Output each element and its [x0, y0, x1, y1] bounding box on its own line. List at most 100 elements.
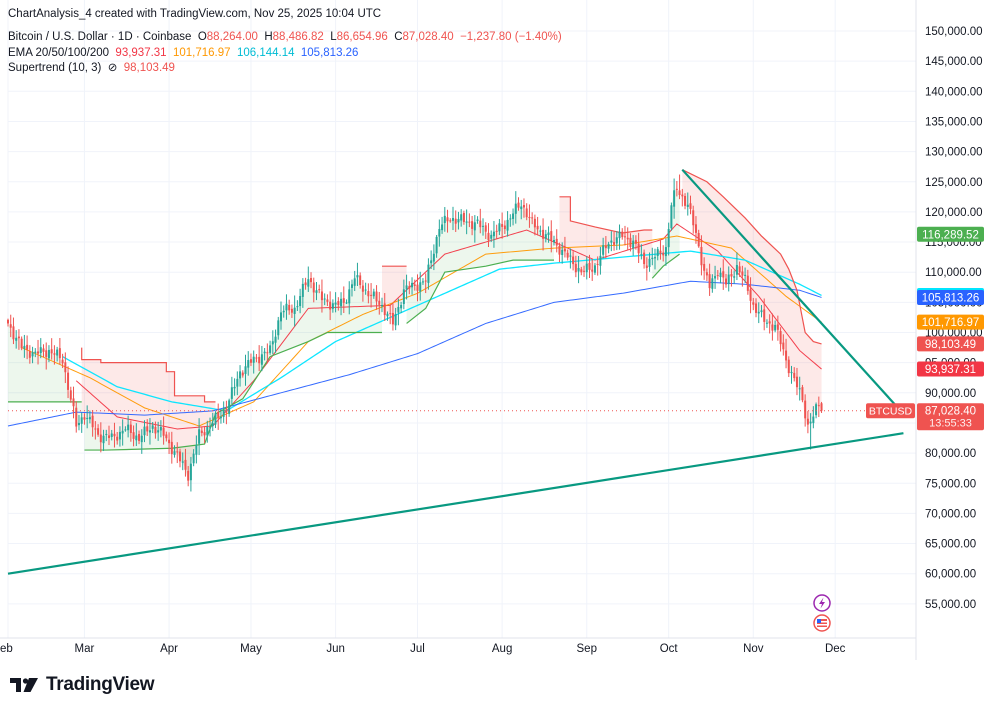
- candle-body: [39, 347, 42, 354]
- price-tick-label: 90,000.00: [925, 388, 976, 400]
- candle-body: [443, 215, 446, 223]
- price-tag-bg: [917, 314, 984, 330]
- candle-body: [801, 387, 804, 401]
- candle-body: [479, 220, 482, 228]
- candle-body: [457, 219, 460, 223]
- candle-body: [135, 435, 138, 441]
- candle-body: [241, 372, 244, 376]
- candle-body: [77, 422, 80, 426]
- candle-body: [681, 194, 684, 197]
- price-tick-label: 75,000.00: [925, 478, 976, 490]
- price-tick-label: 65,000.00: [925, 539, 976, 551]
- symbol-tag-label: BTCUSD: [869, 406, 913, 418]
- candle-body: [334, 302, 337, 305]
- ema20-line: [75, 223, 822, 430]
- candle-body: [198, 429, 201, 444]
- symbol-legend: Bitcoin / U.S. Dollar · 1D · Coinbase O8…: [8, 30, 562, 44]
- candle-body: [593, 265, 596, 273]
- candle-body: [236, 378, 239, 387]
- candle-body: [187, 470, 190, 481]
- candle-body: [124, 429, 127, 431]
- candle-body: [588, 263, 591, 270]
- supertrend-label: Supertrend (10, 3): [8, 62, 102, 74]
- candle-body: [749, 289, 752, 301]
- time-tick-label: Jul: [410, 643, 425, 655]
- candle-body: [820, 403, 823, 411]
- candle-body: [670, 205, 673, 229]
- candle-body: [512, 213, 515, 219]
- candle-body: [168, 439, 171, 444]
- supertrend-legend: Supertrend (10, 3) ⊘ 98,103.49: [8, 61, 175, 75]
- candle-body: [760, 310, 763, 313]
- supertrend-line-up: [406, 259, 554, 324]
- symbol-title: Bitcoin / U.S. Dollar · 1D · Coinbase: [8, 31, 192, 43]
- candle-body: [421, 281, 424, 283]
- event-icons[interactable]: [813, 594, 831, 632]
- candle-body: [684, 195, 687, 206]
- ema20-value: 93,937.31: [115, 47, 167, 59]
- candle-body: [20, 338, 23, 349]
- creator-line: ChartAnalysis_4 created with TradingView…: [8, 8, 382, 20]
- candle-body: [274, 336, 277, 343]
- candle-body: [585, 263, 588, 273]
- candle-body: [416, 284, 419, 291]
- candle-body: [110, 433, 113, 437]
- candle-body: [200, 430, 203, 434]
- us-flag-stripes-icon: [817, 619, 827, 627]
- candle-body: [80, 417, 83, 424]
- tradingview-logo[interactable]: TradingView: [10, 674, 155, 696]
- us-flag-stripe-white-icon: [817, 621, 827, 623]
- candle-body: [476, 219, 479, 221]
- candle-body: [716, 275, 719, 277]
- candle-body: [438, 229, 441, 237]
- candle-body: [705, 272, 708, 276]
- candle-body: [394, 314, 397, 326]
- price-tick-label: 140,000.00: [925, 86, 983, 98]
- time-axis[interactable]: eb Mar Apr May Jun Jul Aug Sep Oct Nov Dec: [0, 643, 846, 655]
- candle-body: [88, 417, 91, 420]
- time-tick-label: eb: [0, 643, 13, 655]
- candle-body: [405, 285, 408, 290]
- candle-body: [817, 405, 820, 407]
- candle-body: [779, 331, 782, 345]
- change-value: −1,237.80 (−1.40%): [460, 31, 562, 43]
- candle-body: [547, 232, 550, 236]
- trendlines[interactable]: [7, 168, 905, 575]
- ascending-support-line: [7, 432, 904, 575]
- price-tick-label: 135,000.00: [925, 116, 983, 128]
- candle-body: [460, 214, 463, 221]
- candle-body: [116, 436, 119, 441]
- candle-body: [539, 230, 542, 232]
- candle-body: [181, 461, 184, 463]
- candle-body: [621, 231, 624, 238]
- candle-body: [714, 276, 717, 279]
- candle-body: [555, 238, 558, 246]
- candle-body: [247, 359, 250, 368]
- candle-body: [359, 275, 362, 286]
- descending-resistance-line: [681, 168, 905, 415]
- open-label: O: [197, 31, 207, 43]
- candle-body: [626, 237, 629, 240]
- candle-body: [424, 280, 427, 282]
- ema200-value: 105,813.26: [300, 47, 359, 59]
- candle-body: [61, 359, 64, 364]
- candle-body: [151, 425, 154, 429]
- candle-body: [599, 255, 602, 266]
- candle-body: [383, 303, 386, 316]
- candle-body: [72, 398, 75, 407]
- current-price-tag-label: 87,028.40: [925, 406, 976, 418]
- price-tick-label: 125,000.00: [925, 177, 983, 189]
- candle-body: [667, 229, 670, 248]
- candle-body: [528, 216, 531, 218]
- candle-body: [143, 426, 146, 436]
- candle-body: [432, 253, 435, 262]
- candle-body: [154, 426, 157, 434]
- candle-body: [304, 282, 307, 286]
- candle-body: [140, 435, 143, 443]
- candle-body: [102, 435, 105, 444]
- candle-body: [337, 301, 340, 305]
- candle-body: [367, 291, 370, 297]
- candle-body: [782, 342, 785, 350]
- candle-body: [375, 291, 378, 302]
